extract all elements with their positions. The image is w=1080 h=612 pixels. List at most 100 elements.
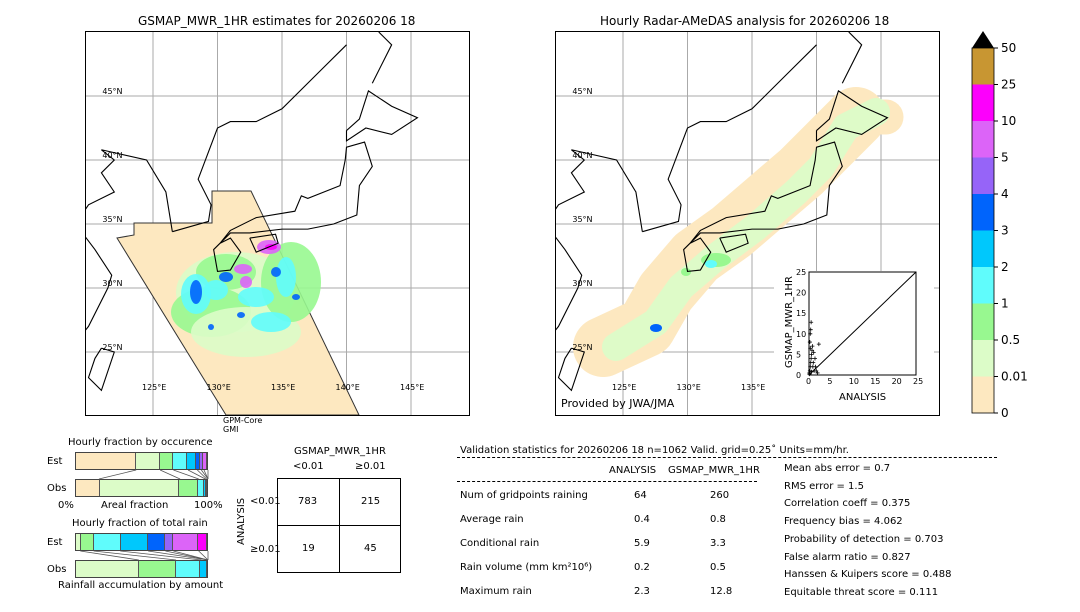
fraction-segment xyxy=(200,453,204,469)
lat-label: 25°N xyxy=(572,343,592,352)
rain-accum-label: Rainfall accumulation by amount xyxy=(58,580,224,591)
connector-line xyxy=(201,469,209,480)
rain-area xyxy=(237,312,245,318)
coastline-taiwan xyxy=(557,347,586,392)
scatter-point xyxy=(808,331,813,336)
cell-miss: 19 xyxy=(302,543,315,554)
total-rain-title: Hourly fraction of total rain xyxy=(72,518,208,529)
connector-line xyxy=(93,550,177,561)
fraction-segment xyxy=(175,561,201,577)
lon-label: 140°E xyxy=(336,383,360,392)
fraction-segment xyxy=(120,534,149,550)
score-line: Correlation coeff = 0.375 xyxy=(784,498,911,510)
coastline-sakhalin xyxy=(841,32,863,84)
rain-area xyxy=(705,260,717,268)
scatter-axes xyxy=(808,271,917,376)
colorbar-segment xyxy=(972,48,994,85)
row-header-lt: <0.01 xyxy=(250,496,281,507)
rain-area xyxy=(681,268,691,276)
fraction-segment xyxy=(204,480,206,496)
score-line: RMS error = 1.5 xyxy=(784,480,864,492)
stat-gsmap: 12.8 xyxy=(710,586,733,597)
coastline-kyushu xyxy=(213,237,242,272)
fraction-segment xyxy=(76,480,100,496)
stat-analysis: 5.9 xyxy=(634,538,650,549)
lat-label: 40°N xyxy=(102,151,122,160)
coastline-koreaW xyxy=(556,149,643,331)
col-header-ge: ≥0.01 xyxy=(355,461,386,472)
fraction-segment xyxy=(179,480,198,496)
fraction-segment xyxy=(76,453,137,469)
rain-area xyxy=(650,324,662,332)
colorbar-segment xyxy=(972,267,994,304)
lon-label: 125°E xyxy=(142,383,166,392)
stats-col-analysis: ANALYSIS xyxy=(609,465,657,476)
fraction-segment xyxy=(76,534,82,550)
scatter-ylabel: GSMAP_MWR_1HR xyxy=(784,276,795,368)
rain-area xyxy=(238,287,274,307)
diagonal-line xyxy=(808,271,917,376)
stat-gsmap: 260 xyxy=(710,490,730,501)
score-line: Hanssen & Kuipers score = 0.488 xyxy=(784,569,952,581)
lat-label: 45°N xyxy=(102,87,122,96)
fraction-segment xyxy=(165,534,173,550)
lon-label: 125°E xyxy=(612,383,636,392)
colorbar-segment xyxy=(972,121,994,158)
lon-label: 130°E xyxy=(677,383,701,392)
colorbar-segment xyxy=(972,376,994,413)
stats-col-gsmap: GSMAP_MWR_1HR xyxy=(668,465,760,476)
coastline-koreaW xyxy=(86,149,173,331)
scatter-point xyxy=(811,350,816,355)
fraction-segment xyxy=(205,480,207,496)
fraction-segment xyxy=(187,453,197,469)
connector-line xyxy=(165,550,209,561)
sensor-label-2: GMI xyxy=(223,425,239,434)
coastline-hokkaido xyxy=(815,90,889,142)
y-tick-label: 5 xyxy=(796,350,801,359)
connector-line xyxy=(173,550,209,561)
row-header-ge: ≥0.01 xyxy=(250,544,281,555)
est-label-2: Est xyxy=(47,537,63,548)
coastline-sakhalin xyxy=(371,32,393,84)
scatter-point xyxy=(809,320,814,325)
cell-hit: 45 xyxy=(364,543,377,554)
colorbar-label: 50 xyxy=(1001,41,1016,55)
rain-area xyxy=(240,276,252,288)
areal-fraction-label: Areal fraction xyxy=(101,500,169,511)
coastline-korea xyxy=(642,44,817,233)
colorbar-segment xyxy=(972,340,994,377)
rain-area xyxy=(265,244,277,250)
fraction-segment xyxy=(136,453,160,469)
coastline-hokkaido xyxy=(345,90,419,142)
colorbar-segment xyxy=(972,194,994,231)
occurrence-title: Hourly fraction by occurence xyxy=(68,437,213,448)
stat-label: Rain volume (mm km²10⁶) xyxy=(460,562,593,573)
stat-analysis: 64 xyxy=(634,490,647,501)
left-map: 45°N 40°N 35°N 30°N 25°N 125°E 130°E 135°E 140°E… xyxy=(85,31,470,416)
score-line: False alarm ratio = 0.827 xyxy=(784,551,911,563)
lon-label: 130°E xyxy=(207,383,231,392)
stat-analysis: 0.4 xyxy=(634,514,650,525)
colorbar-label: 0 xyxy=(1001,406,1009,420)
fraction-segment xyxy=(94,534,121,550)
fraction-segment xyxy=(203,453,207,469)
rain-area xyxy=(276,257,296,297)
cell-hit-none: 783 xyxy=(298,496,318,507)
scatter-point xyxy=(813,364,818,369)
coastline-japan xyxy=(689,141,843,244)
coastline-korea xyxy=(172,44,347,233)
est-label: Est xyxy=(47,456,63,467)
lat-label: 35°N xyxy=(102,215,122,224)
connector-line xyxy=(159,469,181,480)
lon-label: 135°E xyxy=(741,383,765,392)
colorbar-label: 1 xyxy=(1001,297,1009,311)
stat-analysis: 2.3 xyxy=(634,586,650,597)
score-line: Frequency bias = 4.062 xyxy=(784,516,903,528)
stat-gsmap: 0.5 xyxy=(710,562,726,573)
lat-label: 30°N xyxy=(102,279,122,288)
coastline-shikoku xyxy=(249,233,279,253)
rain-est-bar xyxy=(75,533,208,551)
occurrence-est-bar xyxy=(75,452,208,470)
scatter-point xyxy=(807,340,812,345)
scatter-point xyxy=(808,327,813,332)
